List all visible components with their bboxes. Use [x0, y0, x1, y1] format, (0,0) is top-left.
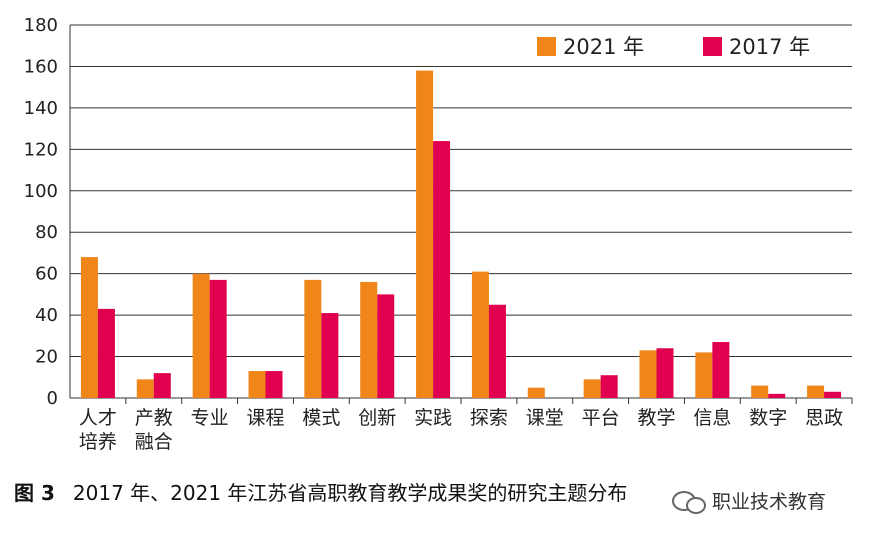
y-tick-label: 60	[35, 264, 58, 285]
x-tick-label: 数字	[749, 407, 787, 429]
bar-2021	[527, 387, 545, 398]
gridlines	[70, 24, 852, 358]
x-tick-label: 平台	[582, 407, 620, 429]
y-tick-label: 120	[24, 139, 58, 160]
bar-2021	[751, 385, 769, 398]
legend-swatch	[703, 37, 722, 56]
bar-2017	[265, 371, 283, 398]
bar-2021	[471, 271, 489, 398]
bar-2017	[656, 348, 674, 398]
bar-2017	[321, 313, 339, 398]
bar-2021	[192, 273, 210, 398]
bar-2017	[712, 342, 730, 398]
legend-swatch	[537, 37, 556, 56]
bar-2017	[97, 308, 115, 398]
legend-label: 2021 年	[563, 35, 644, 59]
bar-2021	[416, 70, 434, 398]
x-tick-label: 专业	[191, 407, 229, 429]
bar-2021	[583, 379, 601, 398]
y-tick-label: 140	[24, 98, 58, 119]
legend: 2021 年 2017 年	[537, 35, 810, 59]
bar-2021	[248, 371, 266, 398]
y-tick-label: 80	[35, 222, 58, 243]
y-tick-label: 160	[24, 56, 58, 77]
x-tick-label: 课程	[246, 407, 284, 429]
x-tick-label: 融合	[135, 431, 173, 453]
y-tick-label: 0	[47, 388, 58, 409]
bar-2021	[360, 281, 378, 398]
x-tick-label: 培养	[79, 431, 117, 453]
bar-2017	[153, 373, 171, 398]
x-tick-label: 信息	[693, 407, 731, 429]
bar-2021	[807, 385, 825, 398]
x-tick-label: 模式	[302, 407, 340, 429]
bar-2021	[639, 350, 657, 398]
bar-2021	[136, 379, 154, 398]
x-tick-label: 实践	[414, 407, 452, 429]
x-tick-label: 课堂	[526, 407, 564, 429]
bar-2017	[209, 279, 227, 398]
figure-caption-text: 2017 年、2021 年江苏省高职教育教学成果奖的研究主题分布	[72, 481, 628, 505]
bar-2021	[695, 352, 713, 398]
x-tick-label: 产教	[135, 407, 173, 429]
bar-2021	[304, 279, 322, 398]
wechat-icon	[672, 489, 706, 514]
y-tick-label: 100	[24, 181, 58, 202]
x-tick-label: 人才	[79, 407, 117, 429]
watermark-text: 职业技术教育	[712, 491, 827, 513]
axes	[69, 25, 853, 404]
x-tick-label: 教学	[637, 407, 675, 429]
bar-2021	[80, 257, 98, 398]
watermark: 职业技术教育	[672, 487, 826, 514]
figure-caption: 图 3 2017 年、2021 年江苏省高职教育教学成果奖的研究主题分布	[14, 477, 627, 506]
y-tick-labels: 0 20 40 60 80 100 120 140 160 180	[24, 15, 58, 409]
x-tick-label: 创新	[358, 407, 396, 429]
x-tick-label: 探索	[470, 407, 508, 429]
legend-label: 2017 年	[729, 35, 810, 59]
y-tick-label: 180	[24, 15, 58, 36]
bar-2017	[600, 375, 618, 398]
y-tick-label: 40	[35, 305, 58, 326]
bar-2017	[768, 393, 786, 398]
x-tick-label: 思政	[805, 407, 843, 429]
bars	[80, 70, 842, 399]
bar-2017	[433, 141, 451, 399]
y-tick-label: 20	[35, 347, 58, 368]
figure-number: 图 3	[14, 481, 55, 505]
bar-2017	[488, 304, 506, 398]
bar-2017	[377, 294, 395, 398]
bar-chart: 0 20 40 60 80 100 120 140 160 180 人才培养产教融合专业 课程 模式创…	[24, 15, 853, 453]
bar-2017	[824, 391, 842, 398]
